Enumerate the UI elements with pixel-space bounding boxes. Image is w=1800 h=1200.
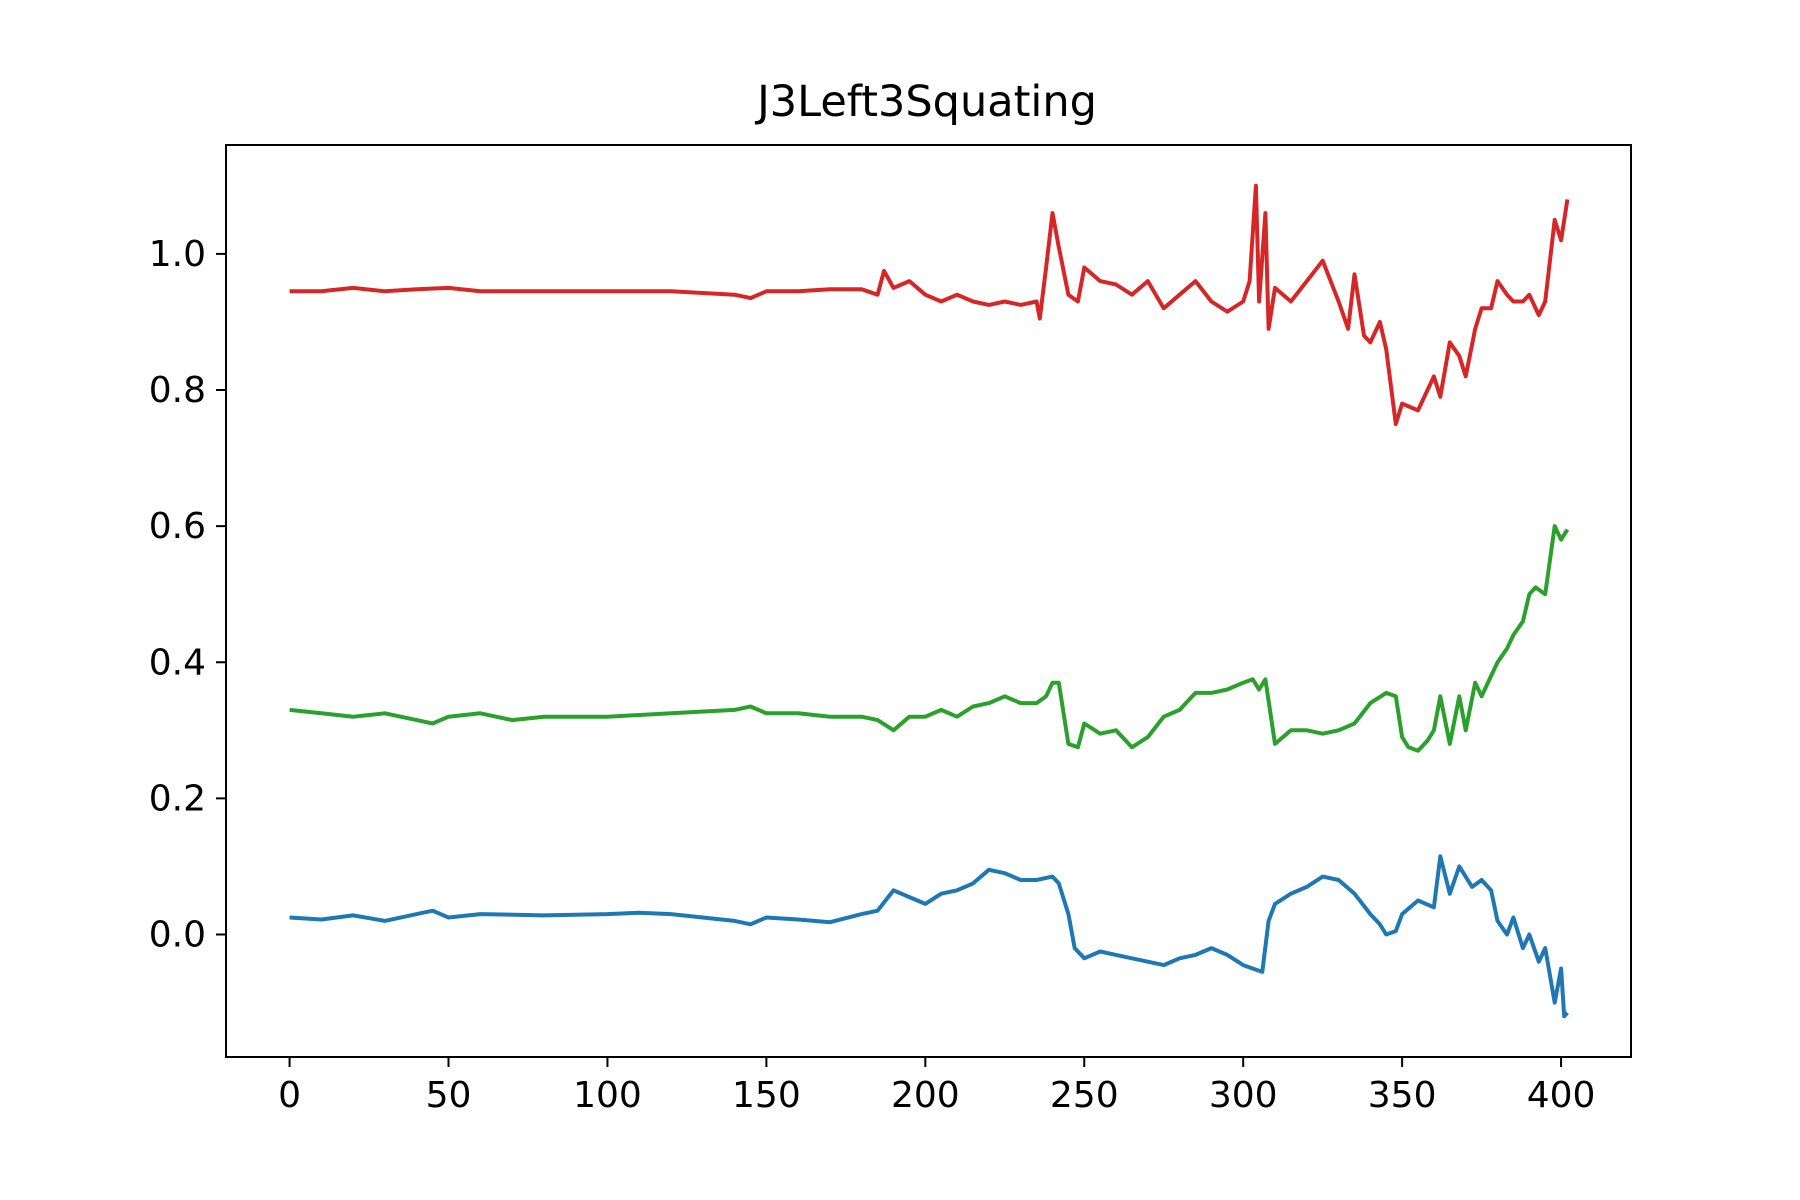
x-tick-label: 0 bbox=[278, 1075, 301, 1116]
x-tick-label: 100 bbox=[573, 1075, 642, 1116]
x-tick-label: 200 bbox=[891, 1075, 960, 1116]
chart-title: J3Left3Squating bbox=[754, 77, 1097, 127]
axes-frame bbox=[225, 144, 1632, 1058]
x-tick-label: 400 bbox=[1527, 1075, 1596, 1116]
y-tick-label: 0.8 bbox=[149, 370, 206, 411]
x-tick-label: 150 bbox=[732, 1075, 801, 1116]
y-axis: 0.0 0.2 0.4 0.6 0.8 1.0 bbox=[149, 234, 226, 955]
x-tick-label: 300 bbox=[1209, 1075, 1278, 1116]
series-line-2 bbox=[289, 524, 1570, 753]
x-axis: 0 50 100 150 200 250 300 350 400 bbox=[278, 1057, 1595, 1116]
x-tick-label: 350 bbox=[1368, 1075, 1437, 1116]
y-tick-label: 1.0 bbox=[149, 234, 206, 275]
x-tick-label: 250 bbox=[1050, 1075, 1119, 1116]
y-tick-label: 0.0 bbox=[149, 914, 206, 955]
y-tick-label: 0.6 bbox=[149, 506, 206, 547]
y-tick-label: 0.2 bbox=[149, 778, 206, 819]
series-line-3 bbox=[289, 183, 1570, 426]
series-line-1 bbox=[289, 854, 1569, 1019]
x-tick-label: 50 bbox=[426, 1075, 472, 1116]
plot-area bbox=[289, 183, 1570, 1019]
y-tick-label: 0.4 bbox=[149, 642, 206, 683]
